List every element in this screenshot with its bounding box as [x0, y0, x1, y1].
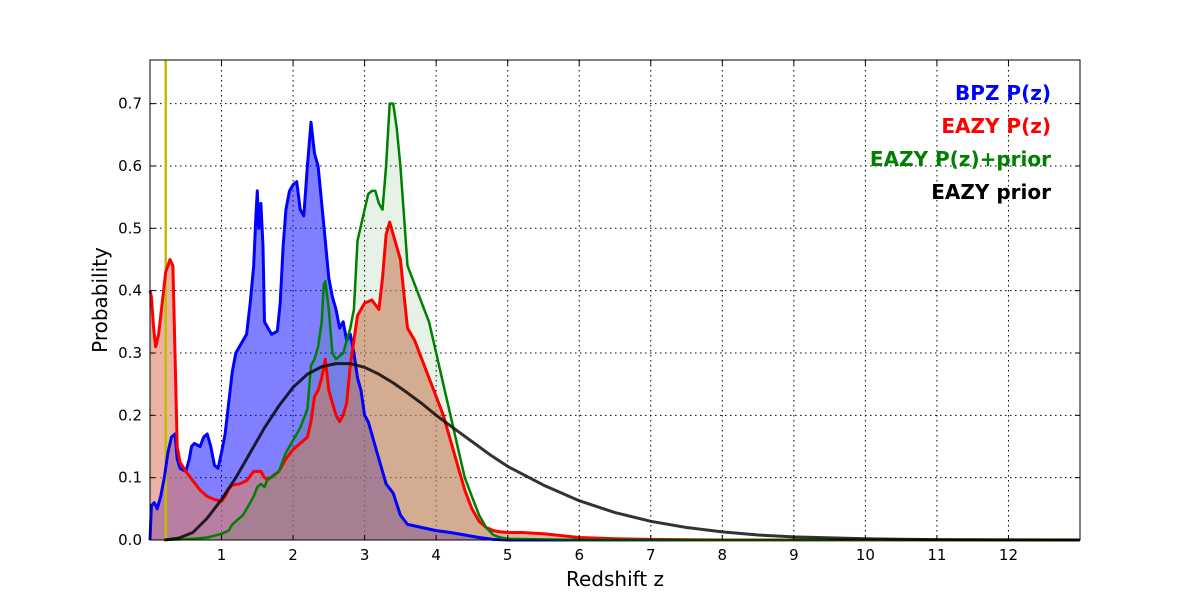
legend-entry-eazy-p-z: EAZY P(z): [941, 114, 1051, 138]
y-tick-label: 0.6: [118, 157, 142, 175]
x-tick-label: 7: [646, 546, 656, 564]
y-tick-label: 0.1: [118, 469, 142, 487]
x-tick-label: 4: [431, 546, 441, 564]
eazy-p-z-prior-line: [164, 102, 1080, 542]
bpz-p-z-line: [148, 120, 1080, 542]
x-tick-label: 5: [503, 546, 513, 564]
x-tick-label: 9: [789, 546, 799, 564]
y-axis-label: Probability: [88, 247, 112, 353]
legend: BPZ P(z) EAZY P(z) EAZY P(z)+prior EAZY pri…: [870, 81, 1051, 204]
x-tick-label: 3: [360, 546, 370, 564]
eazy-p-z-line: [148, 220, 1080, 542]
legend-entry-eazy-p-z-prior: EAZY P(z)+prior: [870, 147, 1051, 171]
legend-entry-eazy-prior: EAZY prior: [931, 180, 1051, 204]
plot-frame: [149, 59, 1081, 541]
eazy-p-z-prior-area: [164, 103, 1081, 540]
y-ticks: 0.0 0.1 0.2 0.3 0.4 0.5 0.6 0.7: [118, 95, 1080, 549]
x-tick-label: 1: [217, 546, 227, 564]
y-tick-label: 0.5: [118, 219, 142, 237]
y-tick-label: 0.0: [118, 531, 142, 549]
x-ticks: 1 2 3 4 5 6 7 8 9 10 11 12: [217, 60, 1018, 564]
x-axis-label: Redshift z: [566, 567, 664, 591]
series-lines: [148, 102, 1081, 542]
x-tick-label: 10: [856, 546, 875, 564]
eazy-prior-line: [164, 362, 1081, 542]
legend-entry-bpz-p-z: BPZ P(z): [955, 81, 1051, 105]
x-tick-label: 6: [574, 546, 584, 564]
y-tick-label: 0.4: [118, 282, 142, 300]
x-tick-label: 11: [927, 546, 946, 564]
y-tick-label: 0.3: [118, 344, 142, 362]
x-tick-label: 8: [718, 546, 728, 564]
series-fills: [150, 103, 1081, 541]
y-tick-label: 0.2: [118, 406, 142, 424]
eazy-p-z-area: [150, 222, 1080, 540]
x-tick-label: 2: [288, 546, 298, 564]
y-tick-label: 0.7: [118, 95, 142, 113]
x-tick-label: 12: [999, 546, 1018, 564]
